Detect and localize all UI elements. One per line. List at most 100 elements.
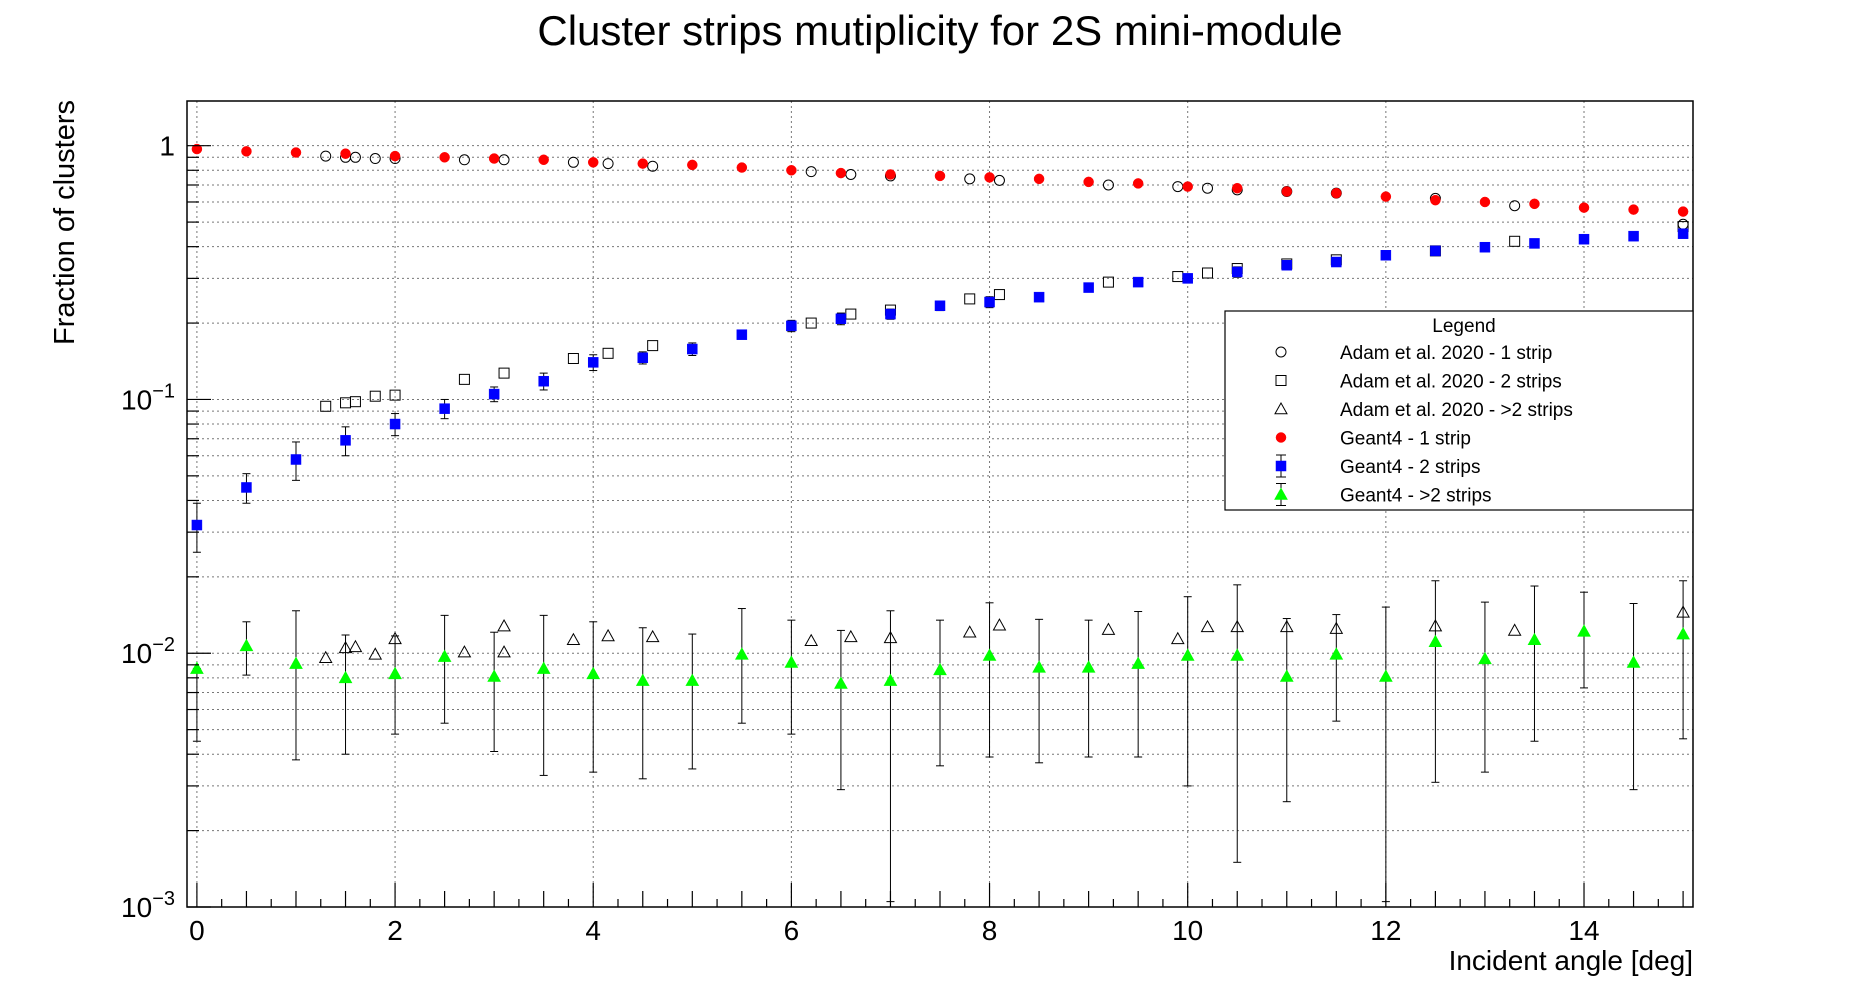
data-point (1479, 196, 1491, 208)
data-point (191, 519, 203, 531)
y-tick-label: 10−1 (121, 380, 175, 415)
data-point (389, 150, 401, 162)
data-point (1676, 627, 1690, 640)
data-point (1677, 228, 1689, 239)
legend-marker (1275, 375, 1287, 386)
data-point (835, 167, 847, 179)
legend-marker (1275, 346, 1287, 358)
data-point (458, 373, 470, 385)
data-point (964, 173, 976, 185)
data-point (645, 629, 660, 643)
legend-box (1224, 310, 1694, 511)
data-point (1083, 282, 1094, 293)
data-point (1081, 660, 1096, 673)
data-point (736, 162, 748, 173)
data-point (1231, 182, 1243, 194)
data-point (934, 170, 946, 182)
data-point (1430, 245, 1441, 257)
data-point (318, 650, 333, 664)
data-point (1529, 198, 1540, 210)
data-point (497, 645, 511, 658)
data-point (934, 300, 946, 312)
legend-label: Geant4 - 1 strip (1340, 429, 1471, 450)
series-6 (190, 580, 1690, 903)
data-point (602, 347, 614, 359)
x-axis-label: Incident angle [deg] (1449, 945, 1693, 976)
y-tick-label: 10−3 (121, 888, 175, 923)
data-point (1331, 187, 1342, 199)
data-point (369, 390, 381, 402)
data-point (984, 296, 995, 308)
data-point (1628, 204, 1639, 215)
data-point (1677, 206, 1689, 217)
x-tick-label: 0 (189, 915, 205, 946)
data-point (1428, 634, 1443, 648)
data-point (1529, 238, 1540, 249)
data-point (340, 148, 351, 159)
data-point (191, 143, 203, 155)
series-3 (318, 605, 1690, 664)
data-point (885, 169, 896, 180)
data-point (835, 313, 847, 324)
data-point (992, 618, 1007, 631)
data-point (1231, 266, 1243, 278)
data-point (1509, 200, 1521, 212)
data-point (1430, 194, 1441, 206)
axes: 0 2 4 6 8 10 12 14 1 10−1 10−2 10−3 (121, 131, 1684, 946)
legend-label: Geant4 - >2 strips (1340, 486, 1492, 507)
data-point (369, 153, 381, 165)
data-point (349, 151, 361, 163)
data-point (1131, 656, 1146, 669)
data-point (538, 154, 549, 166)
legend-marker (1275, 432, 1287, 443)
legend-label: Adam et al. 2020 - 1 strip (1340, 343, 1552, 364)
data-point (1281, 186, 1293, 197)
data-point (1479, 241, 1491, 253)
chart-title: Cluster strips mutiplicity for 2S mini-m… (537, 7, 1342, 54)
data-point (1509, 235, 1521, 247)
data-point (602, 158, 614, 170)
data-point (1331, 256, 1342, 268)
data-point (647, 340, 659, 352)
data-point (567, 353, 579, 365)
data-point (687, 159, 698, 171)
data-point (1527, 632, 1542, 646)
data-point (1281, 259, 1293, 271)
data-point (647, 160, 659, 172)
legend-marker (1275, 460, 1287, 472)
data-point (1279, 669, 1294, 682)
data-point (1628, 230, 1639, 242)
data-point (566, 632, 581, 646)
data-point (538, 375, 549, 387)
x-tick-label: 14 (1568, 915, 1599, 946)
data-point (984, 172, 995, 183)
data-point (587, 357, 599, 368)
data-point (457, 645, 472, 658)
data-point (1478, 651, 1492, 665)
data-point (1182, 273, 1193, 284)
data-point (734, 647, 749, 660)
data-point (1507, 623, 1522, 636)
data-point (348, 639, 363, 653)
data-point (497, 618, 511, 632)
data-point (241, 482, 252, 493)
data-point (487, 669, 501, 682)
data-point (883, 673, 898, 686)
data-point (1202, 182, 1214, 194)
data-point (805, 317, 817, 329)
data-point (498, 367, 510, 379)
data-point (1180, 648, 1195, 661)
data-point (338, 670, 353, 684)
data-point (239, 638, 254, 652)
data-point (1578, 233, 1590, 245)
data-point (1626, 655, 1641, 668)
data-point (964, 293, 976, 305)
data-point (685, 673, 700, 686)
data-point (885, 308, 896, 320)
data-point (982, 648, 997, 661)
data-point (349, 396, 361, 408)
data-point (804, 633, 819, 647)
data-point (1578, 202, 1590, 213)
legend-marker (1274, 401, 1288, 415)
data-point (1170, 631, 1185, 645)
